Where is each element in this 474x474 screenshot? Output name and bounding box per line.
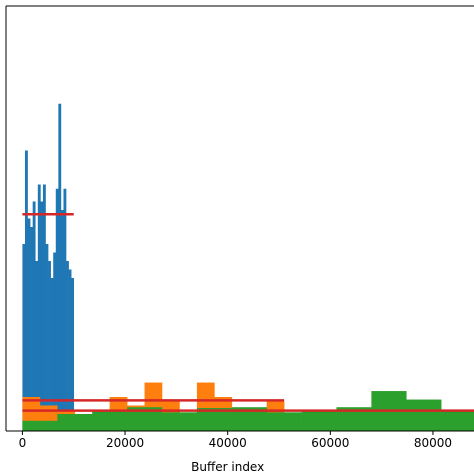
x-tick-label: 80000 <box>414 436 452 450</box>
histogram-bar <box>441 410 474 431</box>
histogram-bar <box>266 412 302 431</box>
histogram-bar <box>53 252 57 431</box>
histogram-bar <box>40 201 44 431</box>
x-tick-label: 40000 <box>209 436 247 450</box>
histogram-bar <box>92 409 128 431</box>
histogram-bar <box>60 210 64 431</box>
histogram-bar <box>50 278 54 431</box>
histogram-bar <box>66 261 69 431</box>
x-axis-label: Buffer index <box>191 460 264 474</box>
histogram-bar <box>336 407 372 431</box>
histogram-bar <box>30 227 33 431</box>
x-tick-label: 0 <box>19 436 27 450</box>
x-tick-label: 20000 <box>106 436 144 450</box>
histogram-bar <box>301 410 337 431</box>
histogram-bar <box>127 407 163 431</box>
x-tick-label: 60000 <box>311 436 349 450</box>
histogram-bar <box>57 414 93 431</box>
mean-lines <box>22 213 474 412</box>
histogram-bar <box>63 188 67 431</box>
histogram-bar <box>71 278 75 431</box>
histogram-bar <box>45 244 49 431</box>
histogram-bar <box>231 407 267 431</box>
histogram-bar <box>68 269 72 431</box>
histogram-bar <box>35 261 39 431</box>
histogram-bars <box>22 103 474 431</box>
histogram-bar <box>58 103 62 431</box>
axes-frame <box>5 5 474 432</box>
histogram-bar <box>48 261 51 431</box>
histogram-bar <box>24 150 28 431</box>
histogram-bar <box>32 201 36 431</box>
histogram-bar <box>55 188 59 431</box>
histogram-bar <box>37 184 41 431</box>
histogram-bar <box>162 412 198 431</box>
histogram-bar <box>196 408 233 431</box>
histogram-bar <box>42 184 46 431</box>
histogram-bar <box>22 244 26 431</box>
histogram-bar <box>406 399 442 431</box>
histogram-bar <box>27 218 31 431</box>
histogram-bar <box>22 420 58 431</box>
x-axis-ticks: 0 20000 40000 60000 80000 <box>19 431 452 450</box>
